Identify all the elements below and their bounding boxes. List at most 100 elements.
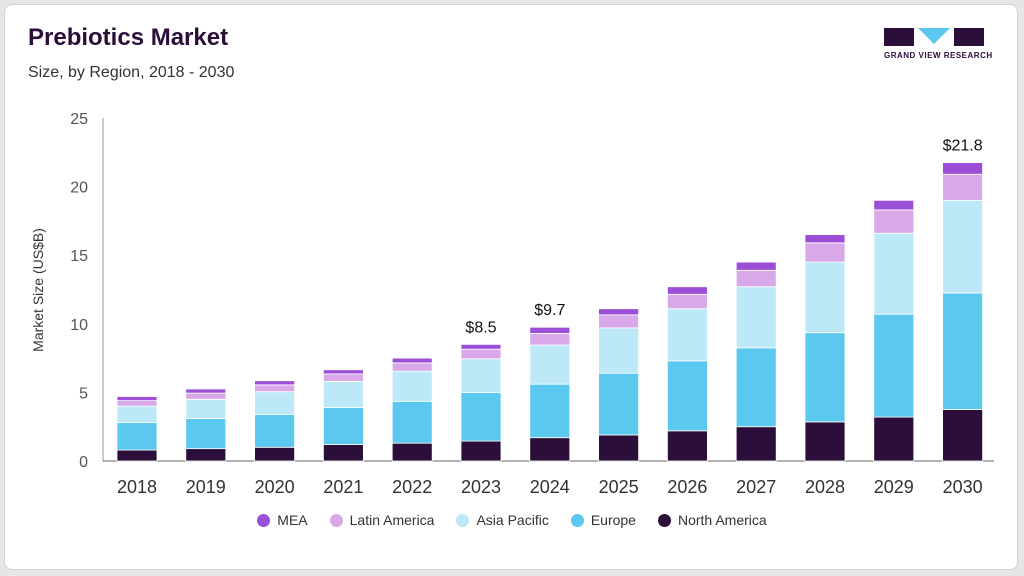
data-label-2024: $9.7: [534, 302, 565, 319]
legend-swatch: [257, 513, 271, 527]
bar-segment-europe-2021: [322, 407, 364, 445]
bar-segment-north-america-2026: [667, 430, 708, 462]
logo-chevron: [918, 28, 950, 44]
bar-segment-latin-america-2026: [667, 293, 708, 310]
y-tick-label: 15: [70, 248, 88, 265]
bar-segment-europe-2018: [116, 422, 158, 451]
bar-segment-mea-2021: [322, 369, 364, 375]
bar-segment-europe-2024: [529, 383, 571, 439]
bar-segment-asia-pacific-2026: [667, 308, 708, 362]
bar-segment-north-america-2021: [322, 444, 364, 462]
x-tick-label: 2021: [323, 477, 363, 497]
data-label-2023: $8.5: [465, 319, 496, 336]
bar-segment-asia-pacific-2023: [460, 358, 502, 393]
x-tick-label: 2024: [530, 477, 570, 497]
bar-segment-north-america-2029: [873, 416, 915, 462]
legend-item-asia-pacific: Asia Pacific: [456, 512, 549, 528]
x-tick-label: 2026: [667, 477, 707, 497]
x-tick-label: 2025: [599, 477, 639, 497]
bar-segment-asia-pacific-2030: [942, 199, 983, 294]
legend-swatch: [329, 513, 343, 527]
y-tick-label: 5: [79, 385, 88, 402]
legend-swatch: [657, 513, 671, 527]
bar-segment-latin-america-2024: [529, 333, 571, 346]
bar-segment-mea-2022: [391, 357, 433, 364]
bar-segment-europe-2022: [391, 400, 433, 444]
legend-label: Asia Pacific: [476, 512, 549, 528]
bar-segment-latin-america-2023: [460, 348, 502, 360]
legend-swatch: [456, 513, 470, 527]
bar-segment-latin-america-2020: [254, 384, 296, 393]
bar-segment-europe-2030: [942, 292, 983, 410]
legend-item-mea: MEA: [257, 512, 308, 528]
bar-segment-europe-2026: [667, 360, 708, 432]
chart-card: [4, 4, 1018, 570]
y-tick-label: 10: [70, 317, 88, 334]
bar-segment-latin-america-2028: [804, 242, 846, 263]
bar-segment-north-america-2024: [529, 437, 571, 462]
bar-segment-north-america-2025: [598, 434, 639, 462]
bar-segment-europe-2020: [254, 413, 296, 448]
data-labels: $8.5 $9.7 $21.8: [465, 138, 982, 337]
legend-item-europe: Europe: [570, 512, 636, 528]
bars: [116, 162, 983, 462]
bar-segment-mea-2029: [873, 199, 915, 211]
bar-segment-latin-america-2019: [185, 392, 227, 400]
y-axis-label: Market Size (US$B): [30, 228, 46, 352]
bar-segment-mea-2028: [804, 234, 846, 244]
x-tick-label: 2019: [186, 477, 226, 497]
y-tick-label: 25: [70, 111, 88, 128]
bar-segment-asia-pacific-2025: [598, 327, 639, 374]
bar-segment-mea-2020: [254, 380, 296, 386]
bar-segment-latin-america-2021: [322, 373, 364, 382]
legend-item-north-america: North America: [657, 512, 767, 528]
x-tick-label: 2018: [117, 477, 157, 497]
x-axis-ticks: 2018 2019 2020 2021 2022 2023 2024 2025 2026 2027…: [117, 477, 983, 497]
y-tick-label: 0: [79, 454, 88, 471]
chart-title: Prebiotics Market: [28, 24, 229, 51]
bar-segment-mea-2026: [667, 286, 708, 295]
y-tick-label: 20: [70, 180, 88, 197]
logo-block-left: [884, 28, 914, 46]
bar-segment-latin-america-2030: [942, 173, 983, 201]
legend-label: MEA: [277, 512, 308, 528]
bar-segment-north-america-2030: [942, 409, 983, 462]
chart-subtitle: Size, by Region, 2018 - 2030: [28, 64, 235, 81]
bar-segment-mea-2024: [529, 326, 571, 334]
bar-segment-europe-2027: [735, 347, 777, 428]
grand-view-research-logo: [884, 28, 984, 46]
bar-segment-mea-2018: [116, 396, 158, 402]
legend-swatch: [570, 513, 584, 527]
bar-segment-north-america-2018: [116, 449, 158, 462]
legend-label: Europe: [590, 512, 636, 528]
x-tick-label: 2028: [805, 477, 845, 497]
bar-segment-asia-pacific-2018: [116, 405, 158, 423]
legend: MEA Latin America Asia Pacific Europe North …: [0, 512, 1024, 528]
legend-label: North America: [677, 512, 767, 528]
bar-segment-europe-2023: [460, 391, 502, 442]
x-tick-label: 2027: [736, 477, 776, 497]
bar-segment-north-america-2019: [185, 448, 227, 462]
bar-segment-europe-2025: [598, 372, 639, 436]
bar-segment-europe-2019: [185, 418, 227, 450]
x-tick-label: 2020: [255, 477, 295, 497]
bar-segment-mea-2025: [598, 308, 639, 316]
bar-segment-europe-2028: [804, 332, 846, 423]
bar-segment-north-america-2023: [460, 440, 502, 462]
bar-segment-latin-america-2027: [735, 269, 777, 288]
data-label-2030: $21.8: [943, 138, 983, 155]
bar-segment-asia-pacific-2020: [254, 391, 296, 415]
bar-segment-latin-america-2025: [598, 314, 639, 329]
bar-segment-north-america-2022: [391, 442, 433, 462]
x-tick-label: 2022: [392, 477, 432, 497]
x-tick-label: 2030: [943, 477, 983, 497]
y-axis-ticks: 0 5 10 15 20 25: [70, 111, 88, 471]
bar-segment-asia-pacific-2028: [804, 261, 846, 334]
bar-segment-mea-2019: [185, 388, 227, 394]
bar-segment-asia-pacific-2027: [735, 286, 777, 349]
bar-segment-north-america-2028: [804, 421, 846, 462]
bar-segment-mea-2027: [735, 261, 777, 271]
legend-item-latin-america: Latin America: [329, 512, 434, 528]
bar-segment-asia-pacific-2024: [529, 344, 571, 385]
bar-segment-mea-2030: [942, 162, 983, 175]
